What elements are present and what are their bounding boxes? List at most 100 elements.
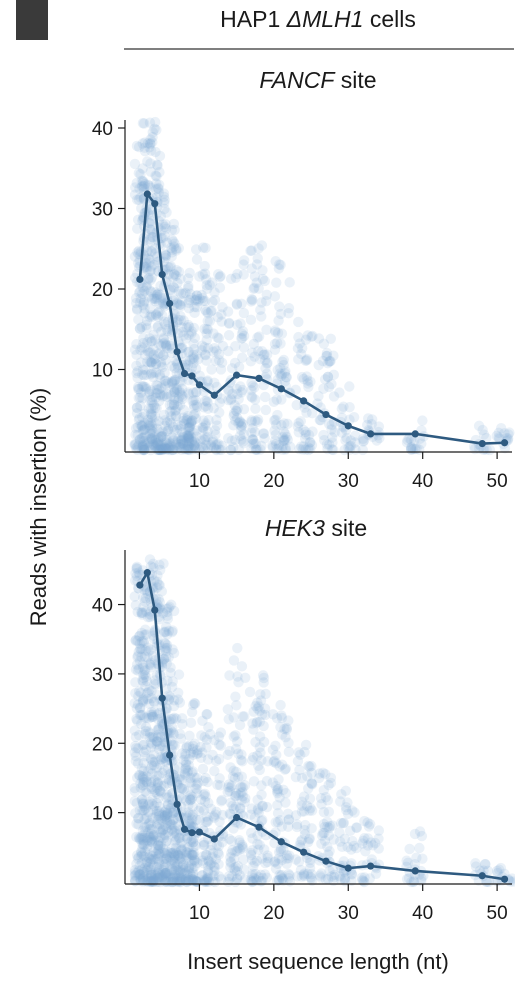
scatter-point xyxy=(248,283,259,295)
scatter-point xyxy=(188,841,199,853)
scatter-point xyxy=(137,440,149,451)
scatter-point xyxy=(324,865,335,877)
scatter-point xyxy=(164,340,176,352)
scatter-point xyxy=(276,419,287,431)
scatter-point xyxy=(134,638,145,649)
scatter-point xyxy=(157,431,168,442)
scatter-point xyxy=(146,870,157,881)
scatter-point xyxy=(254,839,265,851)
scatter-point xyxy=(365,837,377,848)
scatter-point xyxy=(143,806,154,818)
scatter-point xyxy=(151,170,162,182)
scatter-point xyxy=(193,805,205,817)
scatter-point xyxy=(180,873,192,885)
scatter-point xyxy=(191,787,202,799)
scatter-point xyxy=(323,830,335,841)
scatter-point xyxy=(254,764,265,776)
scatter-point xyxy=(138,798,149,810)
scatter-point xyxy=(180,874,191,886)
scatter-point xyxy=(225,852,236,863)
scatter-point xyxy=(247,423,258,434)
scatter-point xyxy=(199,796,211,807)
scatter-point xyxy=(237,418,249,430)
scatter-point xyxy=(157,865,169,876)
scatter-point xyxy=(214,407,225,418)
scatter-point xyxy=(203,861,214,872)
scatter-point xyxy=(281,853,292,864)
scatter-point xyxy=(154,786,166,797)
scatter-point xyxy=(199,788,211,799)
scatter-point xyxy=(211,444,222,456)
scatter-point xyxy=(299,829,311,840)
scatter-point xyxy=(232,319,243,331)
scatter-point xyxy=(137,872,148,884)
scatter-point xyxy=(130,443,142,454)
scatter-point xyxy=(230,788,242,799)
scatter-point xyxy=(145,763,156,774)
scatter-point xyxy=(152,783,163,794)
scatter-point xyxy=(189,875,201,886)
scatter-point xyxy=(199,268,211,279)
scatter-point xyxy=(258,844,270,855)
scatter-point xyxy=(184,809,195,820)
scatter-point xyxy=(226,435,237,447)
scatter-point xyxy=(275,843,287,855)
scatter-point xyxy=(491,865,503,877)
scatter-point xyxy=(148,846,160,858)
scatter-point xyxy=(187,850,198,861)
series-line xyxy=(138,192,505,445)
scatter-point xyxy=(318,806,330,818)
scatter-point xyxy=(208,811,219,822)
scatter-point xyxy=(506,873,515,884)
scatter-point xyxy=(267,442,279,453)
scatter-point xyxy=(313,390,324,402)
panel-1-title: FANCF site xyxy=(259,67,376,93)
scatter-point xyxy=(145,862,157,874)
scatter-point xyxy=(153,810,165,822)
scatter-point xyxy=(186,818,197,829)
scatter-point xyxy=(236,298,247,309)
series-point xyxy=(322,410,330,419)
scatter-point xyxy=(164,399,176,411)
scatter-point xyxy=(203,414,214,426)
scatter-point xyxy=(252,803,264,814)
scatter-point xyxy=(213,731,225,742)
scatter-point xyxy=(165,242,177,254)
scatter-point xyxy=(165,390,177,401)
scatter-point xyxy=(190,441,201,453)
scatter-point xyxy=(150,310,162,321)
scatter-point xyxy=(144,698,155,709)
scatter-point xyxy=(131,713,142,725)
scatter-point xyxy=(200,349,211,360)
scatter-point xyxy=(149,116,161,128)
scatter-point xyxy=(351,822,362,833)
scatter-point xyxy=(142,414,154,425)
scatter-point xyxy=(279,418,290,429)
scatter-point xyxy=(269,325,281,336)
scatter-point xyxy=(167,625,178,636)
scatter-point xyxy=(133,813,144,824)
scatter-point xyxy=(169,268,180,280)
scatter-point xyxy=(203,855,214,866)
scatter-point xyxy=(230,743,242,755)
scatter-point xyxy=(169,362,180,374)
scatter-point xyxy=(167,824,178,835)
scatter-point xyxy=(339,833,350,845)
scatter-point xyxy=(152,576,163,588)
scatter-point xyxy=(207,296,218,308)
scatter-point xyxy=(161,426,173,437)
scatter-point xyxy=(198,857,209,869)
scatter-point xyxy=(137,607,148,618)
scatter-point xyxy=(146,776,157,788)
scatter-point xyxy=(256,240,268,251)
scatter-point xyxy=(141,688,153,699)
scatter-point xyxy=(235,782,246,793)
scatter-point xyxy=(328,834,339,845)
scatter-point xyxy=(145,737,157,748)
scatter-point xyxy=(226,847,237,859)
scatter-point xyxy=(137,849,148,860)
scatter-point xyxy=(166,843,178,854)
scatter-point xyxy=(148,830,159,841)
scatter-point xyxy=(276,710,287,721)
scatter-point xyxy=(153,808,165,819)
